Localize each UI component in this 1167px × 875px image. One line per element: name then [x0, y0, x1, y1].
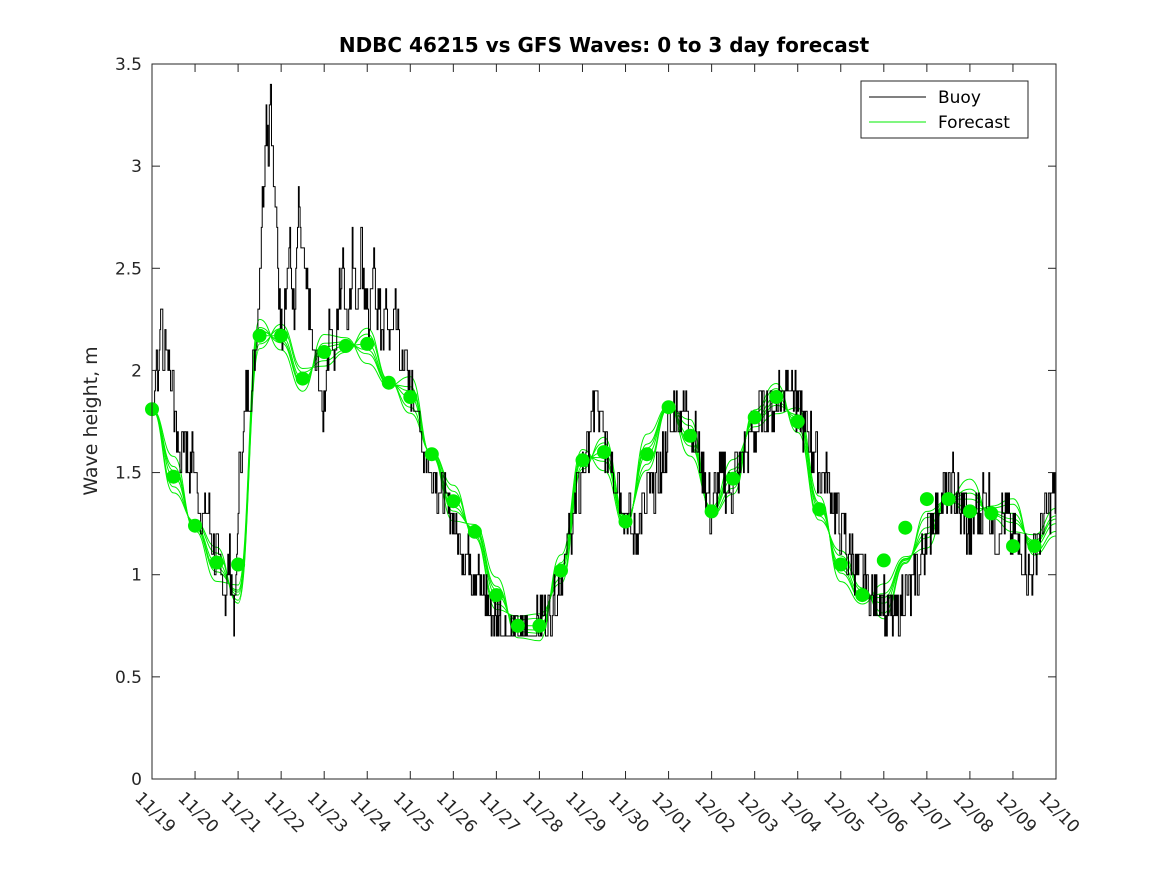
y-tick-label: 0 [131, 770, 142, 790]
forecast-marker [554, 563, 568, 578]
forecast-marker [403, 390, 418, 404]
forecast-marker [510, 618, 525, 633]
forecast-marker [209, 555, 224, 570]
forecast-marker [790, 414, 805, 429]
forecast-marker [898, 520, 913, 535]
forecast-marker [769, 390, 784, 404]
forecast-marker [747, 410, 762, 425]
buoy-series-group [152, 83, 1057, 637]
forecast-marker [166, 469, 181, 484]
forecast-marker [446, 494, 461, 509]
forecast-marker [532, 618, 547, 633]
forecast-marker [489, 588, 504, 603]
forecast-marker [381, 375, 396, 390]
forecast-marker [575, 453, 590, 468]
forecast-marker [962, 504, 977, 519]
forecast-marker [317, 345, 332, 359]
forecast-marker [252, 328, 267, 343]
y-tick-label: 1.5 [115, 464, 142, 484]
forecast-line [151, 323, 1057, 620]
forecast-marker [812, 502, 827, 517]
forecast-line [151, 335, 1057, 627]
forecast-marker [876, 553, 891, 568]
legend-buoy-label: Buoy [938, 88, 981, 108]
forecast-marker [640, 447, 654, 462]
forecast-line [151, 328, 1057, 621]
y-axis-label: Wave height, m [80, 346, 102, 495]
forecast-marker [726, 471, 741, 486]
forecast-marker [1027, 539, 1042, 554]
forecast-marker [1006, 539, 1020, 554]
legend: Buoy Forecast [860, 80, 1029, 139]
y-tick-label: 2 [131, 361, 142, 381]
y-tick-label: 2.5 [115, 259, 142, 279]
y-tick-label: 1 [131, 566, 142, 586]
legend-forecast-label: Forecast [938, 113, 1010, 133]
forecast-marker [424, 447, 439, 462]
forecast-marker [855, 588, 870, 603]
forecast-marker [919, 492, 934, 507]
forecast-line [151, 318, 1057, 642]
legend-box [860, 80, 1029, 139]
forecast-marker [661, 400, 676, 415]
plot-area [152, 64, 1056, 779]
forecast-marker [360, 336, 375, 351]
forecast-series-group [151, 318, 1057, 642]
y-tick-label: 3.5 [115, 55, 142, 75]
forecast-marker [274, 328, 289, 343]
forecast-marker [833, 557, 848, 572]
forecast-marker [984, 506, 999, 521]
forecast-marker [704, 504, 719, 519]
plot-frame [151, 63, 1057, 780]
y-axis: 0 0.5 1 1.5 2 2.5 3 3.5 [115, 55, 1056, 790]
y-tick-label: 3 [131, 157, 142, 177]
forecast-marker [683, 428, 698, 443]
forecast-marker [338, 338, 353, 353]
forecast-marker [188, 518, 202, 533]
forecast-line [151, 330, 1057, 631]
chart-title: NDBC 46215 vs GFS Waves: 0 to 3 day fore… [339, 33, 870, 57]
forecast-marker-group [145, 328, 1042, 633]
forecast-marker [618, 514, 633, 529]
forecast-marker [597, 445, 611, 460]
forecast-marker [467, 524, 482, 539]
forecast-marker [941, 492, 956, 507]
buoy-line [152, 83, 1057, 637]
forecast-marker [231, 557, 246, 572]
forecast-marker [295, 371, 310, 386]
y-tick-label: 0.5 [115, 668, 142, 688]
